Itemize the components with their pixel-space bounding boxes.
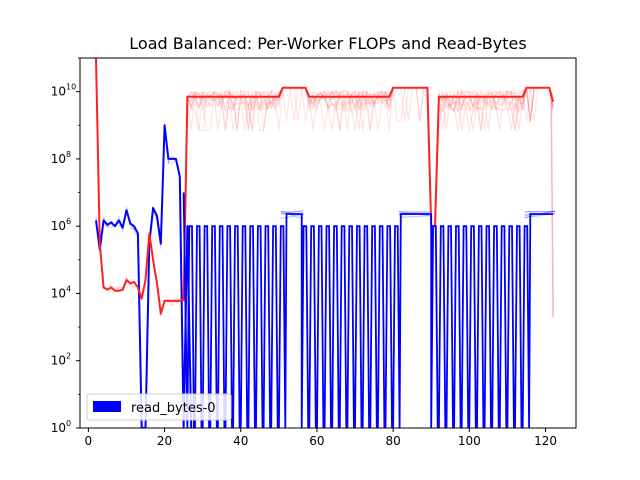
y-tick-exponent: 0 [66, 419, 71, 428]
flops-tail-drop [550, 101, 554, 317]
read-bytes-worker-trace [280, 211, 556, 219]
flops-worker-trace [183, 87, 554, 301]
read-bytes-worker-trace [280, 212, 556, 219]
legend-swatch-read-bytes [93, 401, 121, 412]
y-tick-exponent: 4 [66, 284, 71, 293]
flops-worker-trace [183, 87, 554, 301]
chart-title: Load Balanced: Per-Worker FLOPs and Read… [129, 34, 526, 53]
y-tick-label: 10 [51, 85, 66, 99]
x-tick-label: 80 [386, 434, 401, 448]
legend: read_bytes-0 [86, 393, 232, 421]
x-tick-label: 60 [309, 434, 324, 448]
series-group [95, 58, 556, 428]
x-tick-label: 100 [458, 434, 481, 448]
y-tick-label: 10 [51, 219, 66, 233]
x-tick-label: 120 [534, 434, 557, 448]
x-tick-label: 20 [157, 434, 172, 448]
y-tick-exponent: 6 [66, 217, 71, 226]
y-tick-exponent: 10 [66, 83, 76, 92]
x-tick-label: 40 [233, 434, 248, 448]
legend-box [86, 393, 232, 421]
flops-line [95, 58, 185, 315]
y-tick-label: 10 [51, 354, 66, 368]
axes-frame [79, 57, 577, 429]
flops-band-line [182, 86, 555, 301]
read-bytes-line [95, 124, 193, 428]
flops-worker-trace [183, 87, 554, 301]
x-tick-label: 0 [85, 434, 93, 448]
read-bytes-worker-trace [280, 210, 556, 217]
plot-area [95, 58, 556, 428]
read-bytes-worker-trace [280, 210, 556, 220]
y-tick-label: 10 [51, 152, 66, 166]
flops-worker-trace [183, 87, 554, 301]
y-tick-label: 10 [51, 421, 66, 435]
flops-worker-trace [183, 86, 554, 301]
y-tick-exponent: 2 [66, 352, 71, 361]
read-bytes-worker-trace [280, 210, 556, 216]
legend-label-read-bytes: read_bytes-0 [131, 401, 216, 416]
read-bytes-worker-trace [280, 210, 556, 218]
y-tick-exponent: 8 [66, 150, 71, 159]
y-tick-label: 10 [51, 286, 66, 300]
series-0-worker-trace [95, 128, 192, 428]
